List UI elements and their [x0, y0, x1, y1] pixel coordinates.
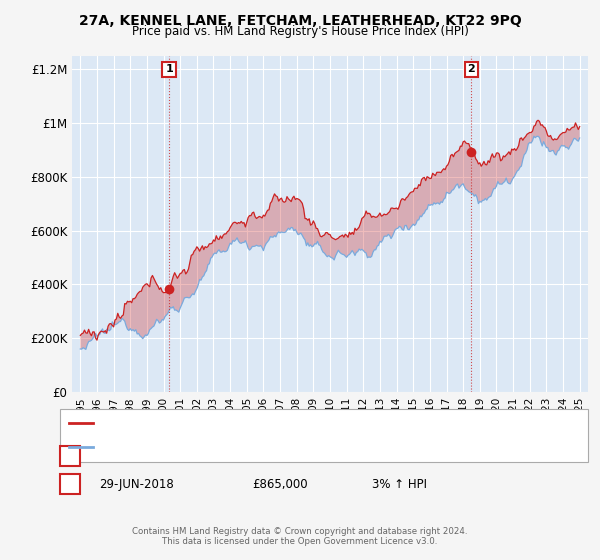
Text: 03-MAY-2000: 03-MAY-2000 — [99, 450, 175, 463]
Text: 24% ↑ HPI: 24% ↑ HPI — [372, 450, 434, 463]
Text: Contains HM Land Registry data © Crown copyright and database right 2024.
This d: Contains HM Land Registry data © Crown c… — [132, 526, 468, 546]
Text: £865,000: £865,000 — [252, 478, 308, 491]
Text: 1: 1 — [66, 450, 74, 463]
Text: 2: 2 — [66, 478, 74, 491]
Text: 27A, KENNEL LANE, FETCHAM, LEATHERHEAD, KT22 9PQ (detached house): 27A, KENNEL LANE, FETCHAM, LEATHERHEAD, … — [99, 418, 487, 428]
Text: 2: 2 — [467, 64, 475, 74]
Text: HPI: Average price, detached house, Mole Valley: HPI: Average price, detached house, Mole… — [99, 442, 351, 452]
Text: 3% ↑ HPI: 3% ↑ HPI — [372, 478, 427, 491]
Text: Price paid vs. HM Land Registry's House Price Index (HPI): Price paid vs. HM Land Registry's House … — [131, 25, 469, 38]
Text: 1: 1 — [165, 64, 173, 74]
Text: 29-JUN-2018: 29-JUN-2018 — [99, 478, 174, 491]
Text: £385,000: £385,000 — [252, 450, 308, 463]
Text: 27A, KENNEL LANE, FETCHAM, LEATHERHEAD, KT22 9PQ: 27A, KENNEL LANE, FETCHAM, LEATHERHEAD, … — [79, 14, 521, 28]
